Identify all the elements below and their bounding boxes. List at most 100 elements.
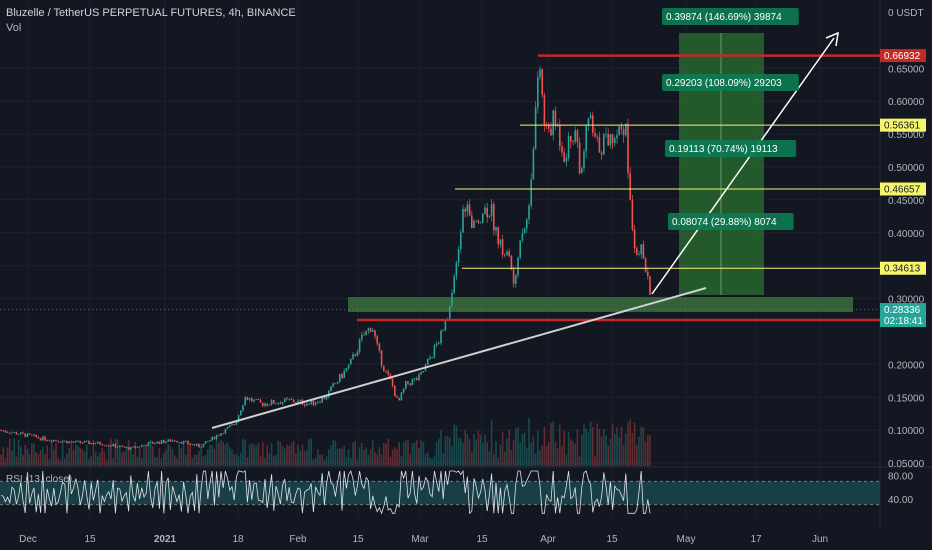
volume-bar <box>257 442 260 466</box>
candle-body <box>299 399 301 401</box>
volume-bar <box>110 439 112 466</box>
level-tag <box>880 118 926 132</box>
volume-bar <box>383 443 385 466</box>
candle-body <box>429 357 431 359</box>
rsi-tick-label: 80.00 <box>888 472 913 483</box>
volume-bar <box>141 457 143 466</box>
volume-bar <box>189 442 191 466</box>
candle-body <box>438 343 440 344</box>
volume-bar <box>207 449 209 466</box>
volume-bar <box>50 441 53 466</box>
candle-body <box>611 134 614 144</box>
candle-body <box>629 172 631 200</box>
candle-body <box>631 199 634 230</box>
volume-bar <box>143 446 145 466</box>
candle-body <box>64 440 66 442</box>
volume-bar <box>48 459 51 466</box>
volume-bar <box>528 418 530 466</box>
volume-bar <box>464 430 466 466</box>
volume-bar <box>130 450 132 466</box>
candle-body <box>242 405 244 411</box>
volume-bar <box>244 439 246 466</box>
volume-bar <box>567 431 570 466</box>
candle-body <box>374 330 376 337</box>
volume-bar <box>226 442 229 466</box>
candle-body <box>475 220 477 222</box>
measurement-label: 0.39874 (146.69%) 39874 <box>666 12 782 23</box>
volume-bar <box>402 442 405 466</box>
volume-bar <box>515 428 517 466</box>
candle-body <box>495 227 497 231</box>
candle-body <box>257 399 260 401</box>
candle-body <box>442 330 444 332</box>
volume-bar <box>629 419 631 466</box>
volume-bar <box>396 449 398 466</box>
volume-bar <box>609 438 612 466</box>
measurement-box <box>665 140 797 157</box>
volume-bar <box>332 439 334 466</box>
volume-bar <box>532 436 535 466</box>
volume-bar <box>163 452 165 466</box>
volume-bar <box>312 459 315 466</box>
candle-body <box>57 440 59 442</box>
symbol-title[interactable]: Bluzelle / TetherUS PERPETUAL FUTURES, 4… <box>6 7 296 19</box>
volume-bar <box>356 459 359 466</box>
candle-body <box>644 258 647 272</box>
candle-body <box>152 441 154 444</box>
candle-body <box>334 383 337 385</box>
volume-bar <box>253 444 255 466</box>
volume-bar <box>427 452 429 466</box>
target-arrow-shaft <box>651 37 835 295</box>
volume-bar <box>20 446 22 466</box>
candle-body <box>614 138 616 144</box>
volume-bar <box>649 435 651 466</box>
price-tick-label: 0.20000 <box>888 360 925 371</box>
candle-body <box>451 292 453 307</box>
candle-body <box>515 275 517 284</box>
candle-body <box>143 444 145 446</box>
volume-bar <box>125 446 128 466</box>
volume-bar <box>435 441 438 466</box>
volume-bar <box>350 457 352 466</box>
target-arrow-head <box>825 31 839 47</box>
volume-bar <box>277 440 279 466</box>
candle-body <box>292 399 295 403</box>
candle-body <box>55 439 57 441</box>
volume-bar <box>235 453 238 466</box>
candle-body <box>39 438 42 441</box>
volume-bar <box>242 439 244 466</box>
volume-bar <box>160 458 163 466</box>
volume-bar <box>545 446 548 466</box>
candle-body <box>317 401 319 403</box>
volume-bar <box>92 440 95 466</box>
volume-bar <box>647 434 649 466</box>
trend-drawings <box>211 31 839 429</box>
candle-body <box>548 125 550 129</box>
volume-bar <box>94 452 97 466</box>
rsi-label[interactable]: RSI (13, close) <box>6 474 73 485</box>
measurement-label: 0.19113 (70.74%) 19113 <box>669 144 778 155</box>
candle-body <box>176 441 178 443</box>
volume-bar <box>231 449 233 466</box>
time-tick-label: Feb <box>289 534 307 545</box>
candle-body <box>642 244 645 259</box>
volume-bar <box>273 456 275 466</box>
volume-bar <box>422 441 425 466</box>
volume-bar <box>306 450 308 466</box>
volume-bar <box>367 454 370 466</box>
volume-bar <box>374 451 376 466</box>
candle-body <box>596 136 598 138</box>
support-zone <box>348 297 853 312</box>
volume-bar <box>187 440 189 466</box>
volume-bar <box>251 443 253 466</box>
volume-bar <box>218 442 220 466</box>
volume-bar <box>614 434 616 466</box>
volume-bar <box>369 448 372 466</box>
candle-body <box>330 386 332 391</box>
volume-label[interactable]: Vol <box>6 22 22 34</box>
candle-body <box>321 397 323 403</box>
volume-bar <box>512 440 515 466</box>
volume-bar <box>543 426 546 466</box>
volume-bar <box>317 449 319 466</box>
